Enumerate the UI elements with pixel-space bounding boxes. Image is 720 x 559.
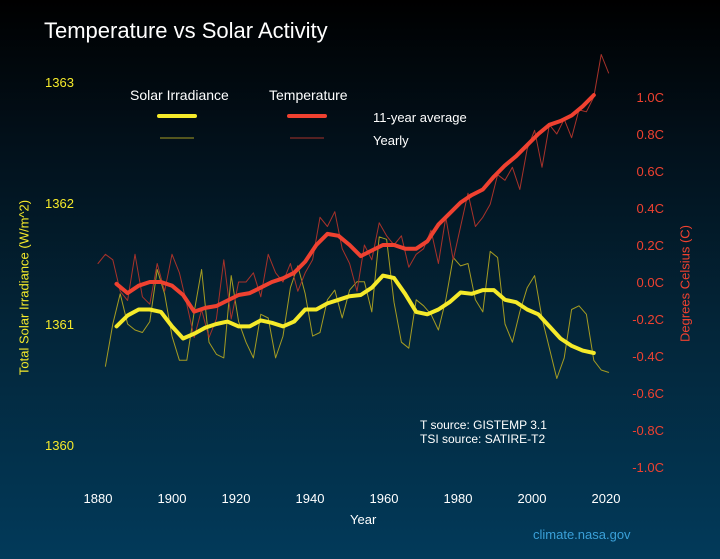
x-tick-label: 1880 <box>83 491 113 506</box>
right-tick-label: -1.0C <box>632 460 664 475</box>
right-tick-label: 0.8C <box>636 127 664 142</box>
tsi-source-note: TSI source: SATIRE-T2 <box>420 432 546 446</box>
temp-avg-line <box>114 93 596 314</box>
left-tick-label: 1362 <box>45 196 74 211</box>
left-tick-label: 1363 <box>45 75 74 90</box>
right-tick-label: -0.6C <box>632 386 664 401</box>
legend-avg-label: 11-year average <box>373 110 467 125</box>
x-tick-label: 2000 <box>517 491 547 506</box>
solar-yearly-line <box>104 236 610 379</box>
right-tick-label: 0.4C <box>636 201 664 216</box>
x-tick-label: 1900 <box>157 491 187 506</box>
left-tick-label: 1360 <box>45 438 74 453</box>
right-tick-label: -0.8C <box>632 423 664 438</box>
legend-yearly-label: Yearly <box>373 133 409 148</box>
right-tick-label: 0.6C <box>636 164 664 179</box>
right-tick-label: -0.4C <box>632 349 664 364</box>
chart-title: Temperature vs Solar Activity <box>44 18 328 43</box>
x-tick-label: 2020 <box>591 491 621 506</box>
right-tick-label: 0.2C <box>636 238 664 253</box>
x-tick-label: 1920 <box>221 491 251 506</box>
temp-yearly-line <box>97 54 610 338</box>
x-tick-label: 1960 <box>369 491 399 506</box>
right-tick-label: 0.0C <box>636 275 664 290</box>
x-tick-label: 1980 <box>443 491 473 506</box>
right-tick-label: -0.2C <box>632 312 664 327</box>
x-axis-label: Year <box>350 512 377 527</box>
left-tick-label: 1361 <box>45 317 74 332</box>
right-tick-label: 1.0C <box>636 90 664 105</box>
credit-link[interactable]: climate.nasa.gov <box>533 527 631 542</box>
legend-temp-header: Temperature <box>269 87 348 103</box>
legend-solar-header: Solar Irradiance <box>130 87 229 103</box>
x-tick-label: 1940 <box>295 491 325 506</box>
solar-avg-line <box>114 273 596 355</box>
temp-source-note: T source: GISTEMP 3.1 <box>420 418 547 432</box>
